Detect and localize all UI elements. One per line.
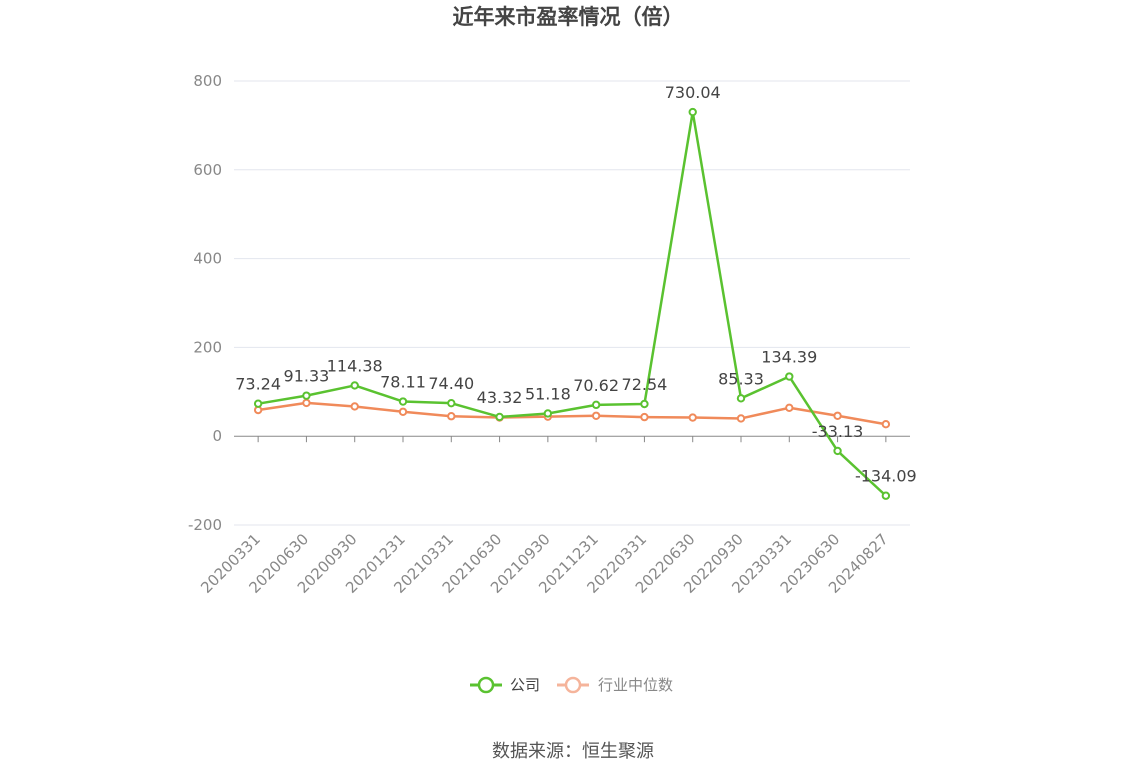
data-label-company: 78.11 xyxy=(380,373,426,392)
data-label-company: 730.04 xyxy=(665,83,721,102)
data-point-company[interactable] xyxy=(785,372,794,381)
data-point-company[interactable] xyxy=(398,397,408,406)
data-point-company[interactable] xyxy=(640,399,649,409)
data-point-company[interactable] xyxy=(833,446,842,456)
y-tick-label: 600 xyxy=(193,161,222,179)
y-tick-label: 200 xyxy=(193,338,222,356)
data-label-company: -33.13 xyxy=(812,422,864,441)
data-point-company[interactable] xyxy=(253,399,263,408)
data-label-company: 114.38 xyxy=(327,356,383,375)
data-point-company[interactable] xyxy=(302,391,311,400)
data-point-industry[interactable] xyxy=(350,402,359,411)
legend-item-industry[interactable]: 行业中位数 xyxy=(557,676,673,694)
data-source: 数据来源：恒生聚源 xyxy=(492,741,654,762)
data-label-company: 43.32 xyxy=(477,388,523,407)
series-line-company xyxy=(257,110,887,497)
data-label-company: 134.39 xyxy=(761,348,817,367)
series-line-industry xyxy=(257,401,887,426)
data-label-company: 72.54 xyxy=(622,375,668,394)
data-point-industry[interactable] xyxy=(833,411,842,420)
legend-label-industry: 行业中位数 xyxy=(598,676,673,694)
y-tick-label: 800 xyxy=(193,72,222,90)
data-point-industry[interactable] xyxy=(736,414,746,423)
data-point-company[interactable] xyxy=(591,400,601,410)
legend[interactable]: 公司 行业中位数 xyxy=(470,676,673,694)
data-point-industry[interactable] xyxy=(447,412,456,421)
data-point-industry[interactable] xyxy=(640,412,649,422)
data-point-industry[interactable] xyxy=(785,403,794,412)
data-label-company: 70.62 xyxy=(573,376,619,395)
data-point-company[interactable] xyxy=(447,398,456,408)
y-tick-label: 0 xyxy=(212,427,222,445)
data-point-industry[interactable] xyxy=(302,398,311,408)
y-tick-label: 400 xyxy=(193,250,222,268)
data-point-industry[interactable] xyxy=(591,411,601,420)
legend-item-company[interactable]: 公司 xyxy=(470,676,540,694)
data-label-company: 91.33 xyxy=(284,367,330,386)
data-point-company[interactable] xyxy=(543,409,553,418)
y-tick-label: -200 xyxy=(188,516,222,534)
data-label-company: 74.40 xyxy=(428,374,474,393)
data-point-industry[interactable] xyxy=(398,407,408,416)
legend-label-company: 公司 xyxy=(510,676,540,694)
data-point-company[interactable] xyxy=(736,394,746,403)
series-layer xyxy=(253,107,891,500)
data-label-company: 51.18 xyxy=(525,384,571,403)
data-point-industry[interactable] xyxy=(881,420,891,429)
x-axis: 2020033120200630202009302020123120210331… xyxy=(197,436,892,597)
data-label-company: 85.33 xyxy=(718,369,764,388)
data-point-company[interactable] xyxy=(688,107,697,117)
data-label-company: -134.09 xyxy=(855,467,917,486)
y-axis: -200 0 200 400 600 800 xyxy=(188,72,222,534)
data-point-company[interactable] xyxy=(495,412,504,422)
data-point-company[interactable] xyxy=(350,381,359,390)
grid-lines xyxy=(234,80,910,526)
data-point-company[interactable] xyxy=(881,491,891,500)
chart-title: 近年来市盈率情况（倍） xyxy=(453,5,684,29)
data-point-industry[interactable] xyxy=(688,413,697,422)
data-label-company: 73.24 xyxy=(235,375,281,394)
